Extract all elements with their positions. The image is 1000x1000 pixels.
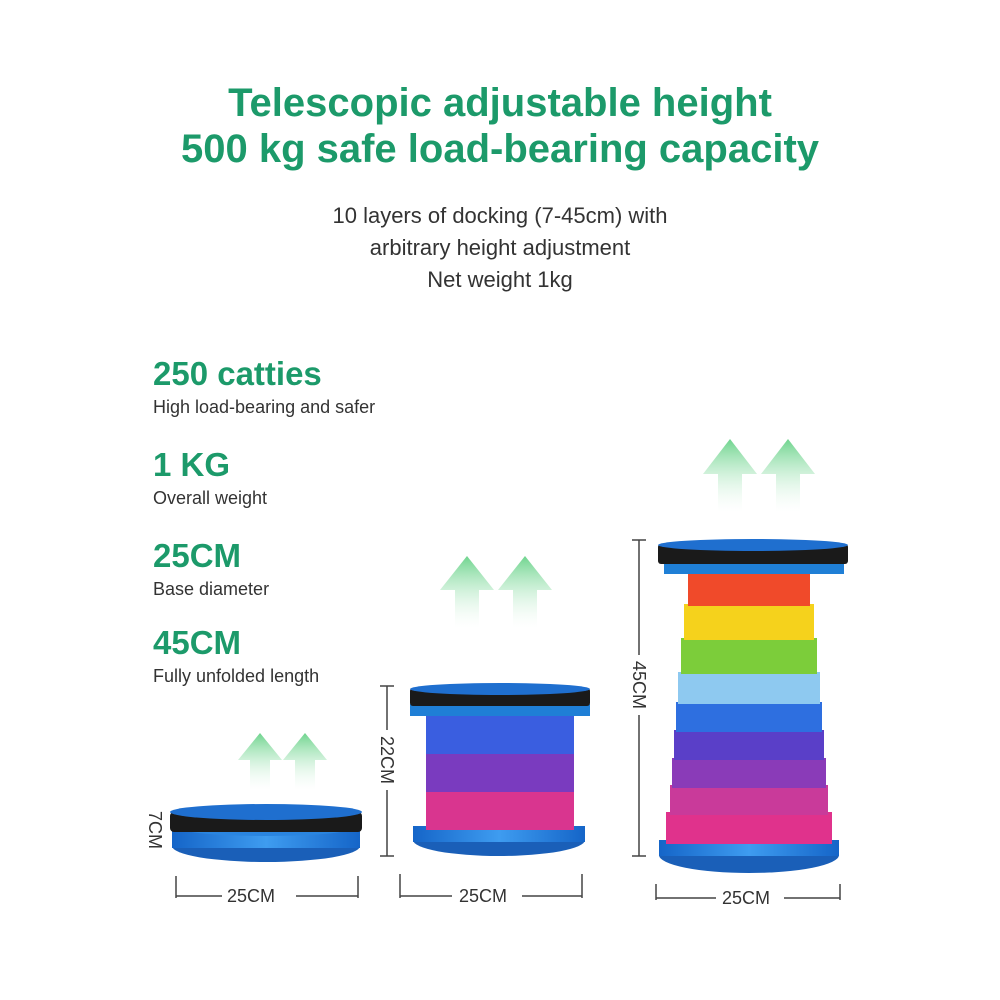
up-arrow-icon — [703, 439, 757, 512]
spec-value-length: 45CM — [153, 624, 242, 661]
spec-value-load: 250 catties — [153, 355, 322, 392]
headline-line-1: Telescopic adjustable height — [228, 81, 772, 125]
stool-collapsed-width-label: 25CM — [227, 886, 276, 906]
stool-collapsed-height-label: 7CM — [145, 805, 165, 855]
stool-expanded-height-label: 45CM — [629, 655, 649, 715]
up-arrow-icon — [761, 439, 815, 512]
spec-label-diameter: Base diameter — [153, 579, 270, 599]
stool-expanded-width-label: 25CM — [722, 888, 771, 908]
spec-value-weight: 1 KG — [153, 446, 231, 483]
stool-medium — [410, 683, 590, 856]
stool-medium-height-label: 22CM — [377, 730, 397, 790]
up-arrows-small — [238, 733, 327, 790]
up-arrow-icon — [498, 556, 552, 628]
spec-value-diameter: 25CM — [153, 537, 242, 574]
spec-label-length: Fully unfolded length — [153, 666, 320, 686]
subtitle-line-3: Net weight 1kg — [427, 267, 573, 292]
up-arrow-icon — [238, 733, 282, 790]
stool-expanded — [658, 539, 848, 873]
up-arrow-icon — [440, 556, 494, 628]
stool-collapsed — [170, 804, 362, 862]
spec-label-weight: Overall weight — [153, 488, 268, 508]
subtitle-line-1: 10 layers of docking (7-45cm) with — [332, 203, 668, 228]
subtitle-line-2: arbitrary height adjustment — [369, 235, 631, 260]
stool-medium-width-label: 25CM — [459, 886, 508, 906]
up-arrows-large — [703, 439, 815, 512]
up-arrows-medium — [440, 556, 552, 628]
headline-line-2: 500 kg safe load-bearing capacity — [180, 127, 820, 171]
spec-label-load: High load-bearing and safer — [153, 397, 376, 417]
up-arrow-icon — [283, 733, 327, 790]
